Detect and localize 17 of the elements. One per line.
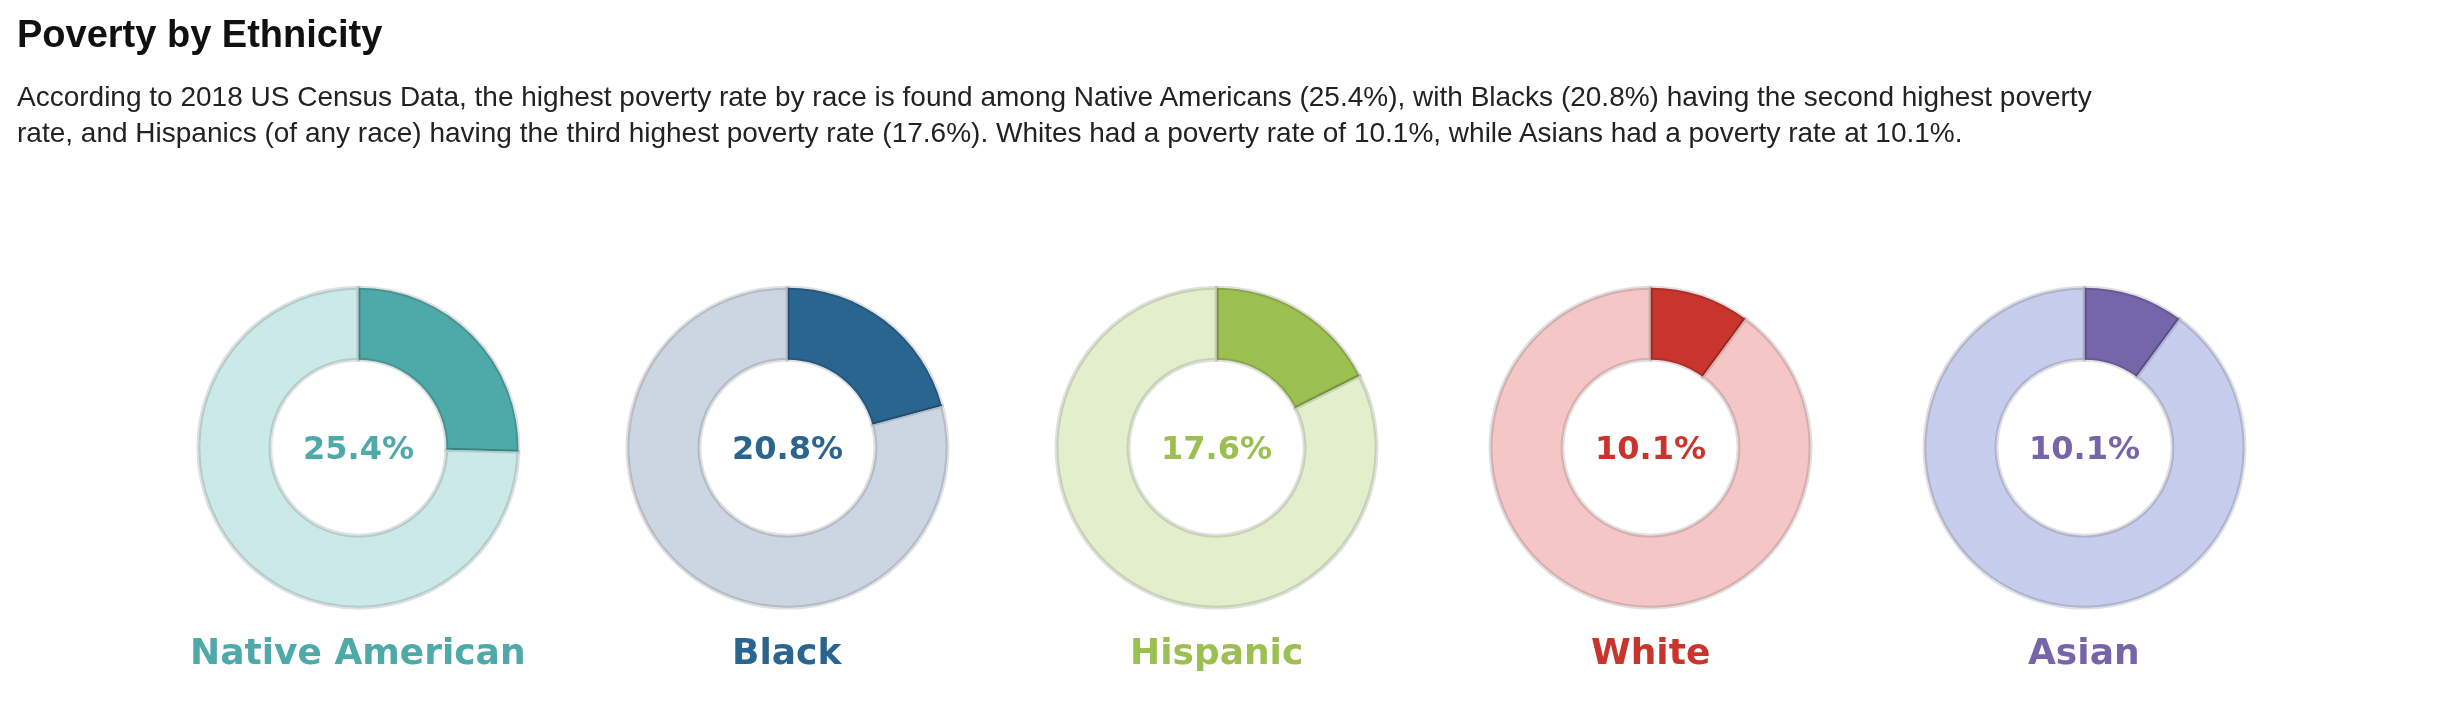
text: 10.1% xyxy=(2029,429,2141,467)
text: According to 2018 US Census Data, the highest poverty rate by race is found among Native Americans (25.4%), with Blacks (20.8%) having the second highest poverty rate, and Hispanics (of any race) having the third highest poverty rate (17.6%). Whites had a poverty rate of 10.1%, while Asians had a poverty rate at 10.1%. xyxy=(17,81,2092,149)
text: 25.4% xyxy=(303,429,415,467)
text: Asian xyxy=(2028,631,2140,672)
donut-slice xyxy=(196,285,521,610)
donut-slice xyxy=(1922,285,2247,610)
chart-title: Poverty by Ethnicity xyxy=(17,13,383,55)
donut-slice xyxy=(1488,285,1813,610)
text: Black xyxy=(732,631,843,672)
text: 10.1% xyxy=(1595,429,1707,467)
text: Native American xyxy=(190,631,526,672)
text: 17.6% xyxy=(1161,429,1273,467)
donut-slice xyxy=(625,285,950,610)
text: White xyxy=(1591,631,1711,672)
donut-slice xyxy=(1054,285,1379,610)
text: Hispanic xyxy=(1130,631,1304,672)
text: 20.8% xyxy=(732,429,844,467)
